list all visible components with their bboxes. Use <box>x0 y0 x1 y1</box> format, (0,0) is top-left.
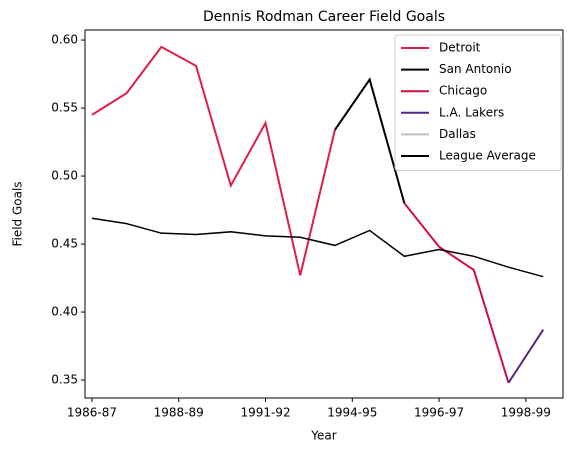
x-tick-label: 1988-89 <box>154 406 204 420</box>
x-tick-label: 1991-92 <box>240 406 290 420</box>
y-tick-label: 0.55 <box>51 101 78 115</box>
series-line <box>91 45 336 276</box>
plot-frame <box>84 29 564 399</box>
series-line <box>507 329 545 384</box>
x-tick-label: 1994-95 <box>327 406 377 420</box>
x-axis-label: Year <box>310 429 336 443</box>
legend-label: Detroit <box>439 41 481 55</box>
y-tick-label: 0.35 <box>51 373 78 387</box>
legend-label: Chicago <box>439 84 487 98</box>
y-axis-label: Field Goals <box>11 181 25 246</box>
y-tick-label: 0.60 <box>51 33 78 47</box>
y-tick-label: 0.45 <box>51 237 78 251</box>
y-tick-label: 0.40 <box>51 305 78 319</box>
series-line <box>403 202 510 384</box>
y-tick-label: 0.50 <box>51 169 78 183</box>
legend-label: San Antonio <box>439 62 512 76</box>
chart-title: Dennis Rodman Career Field Goals <box>203 9 445 25</box>
legend-label: League Average <box>439 149 536 163</box>
legend-label: L.A. Lakers <box>439 105 504 119</box>
legend-box <box>394 34 562 172</box>
x-tick-label: 1998-99 <box>501 406 551 420</box>
series-line <box>334 77 406 204</box>
x-tick-label: 1996-97 <box>414 406 464 420</box>
x-tick-label: 1986-87 <box>67 406 117 420</box>
series-line <box>91 217 544 278</box>
legend-label: Dallas <box>439 127 476 141</box>
